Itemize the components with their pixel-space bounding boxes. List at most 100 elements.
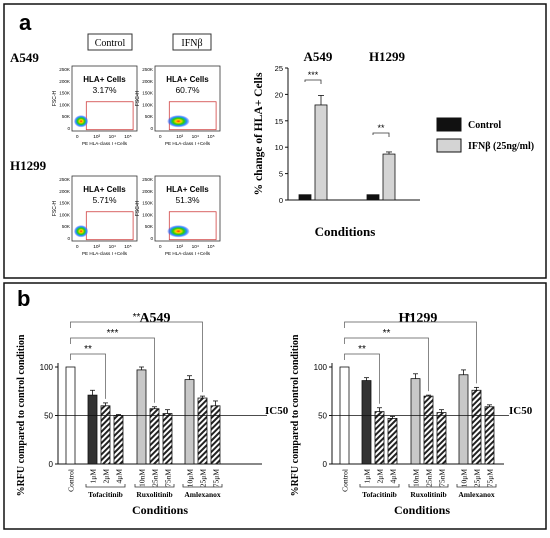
category-label: 1μM <box>89 469 98 484</box>
significance-label: ** <box>84 344 92 355</box>
flow-plot-value: 51.3% <box>175 195 200 205</box>
category-label: 75nM <box>164 469 173 487</box>
category-label: 4μM <box>389 469 398 484</box>
significance-bracket <box>70 321 203 393</box>
flow-y-tick: 250K <box>142 67 154 72</box>
bar-6 <box>149 408 160 465</box>
bar-6 <box>423 395 434 465</box>
panel-a-frame <box>3 3 547 279</box>
category-label: 10μM <box>460 469 469 488</box>
gate-rect <box>85 101 134 131</box>
bar-3 <box>100 405 111 465</box>
flow-plot-title: HLA+ Cells <box>83 75 126 84</box>
significance-bracket <box>372 132 390 137</box>
bar-7 <box>162 413 173 465</box>
category-label: 10nM <box>412 469 421 487</box>
flow-y-tick: 50K <box>145 224 154 229</box>
flow-y-tick: 200K <box>59 79 71 84</box>
bar-4 <box>113 415 124 465</box>
flow-y-tick: 150K <box>59 201 71 206</box>
group-label: Ruxolitinib <box>136 490 172 499</box>
legend-swatch-control <box>436 117 462 132</box>
panel-a-letter: a <box>19 10 32 35</box>
y-tick-label: 100 <box>40 363 54 372</box>
category-label: 1μM <box>363 469 372 484</box>
flow-x-tick: 10⁴ <box>109 244 116 250</box>
category-label: 25μM <box>473 469 482 488</box>
category-label: 25nM <box>425 469 434 487</box>
flow-y-tick: 0 <box>150 126 153 131</box>
significance-label: ** <box>133 312 141 323</box>
legend-label-ifnb: IFNβ (25ng/ml) <box>468 141 534 152</box>
bar-ifnβ-h1299 <box>382 153 396 201</box>
category-label: 10nM <box>138 469 147 487</box>
flow-x-tick: 10⁵ <box>207 244 214 250</box>
category-label: Control <box>341 469 350 492</box>
y-axis-label: %RFU compared to control condition <box>290 334 301 496</box>
bar-control-h1299 <box>366 194 380 201</box>
significance-label: ** <box>358 344 366 355</box>
group-label: Amlexanox <box>458 490 494 499</box>
group-bracket <box>85 484 126 488</box>
panel-b-frame <box>3 282 547 530</box>
flow-y-tick: 250K <box>59 177 71 182</box>
chart-a-y-tick-label: 20 <box>275 90 283 99</box>
gate-rect <box>85 211 134 241</box>
category-label: 25μM <box>199 469 208 488</box>
chart-b-h1299-xlabel: Conditions <box>394 503 450 517</box>
flow-x-tick: 10³ <box>176 134 183 140</box>
y-axis-label: %RFU compared to control condition <box>16 334 27 496</box>
significance-label: ** <box>407 312 415 323</box>
flow-y-tick: 50K <box>145 114 154 119</box>
flow-y-tick: 200K <box>142 79 154 84</box>
group-label: Tofacitinib <box>88 490 123 499</box>
chart-b-h1299-title: H1299 <box>399 311 438 326</box>
flow-y-axis-label: FSC-H <box>52 90 58 106</box>
panel-b-letter: b <box>17 286 30 311</box>
significance-bracket <box>344 321 477 384</box>
category-label: 75μM <box>486 469 495 488</box>
bar-4 <box>387 418 398 465</box>
bar-5 <box>136 369 147 465</box>
significance-bracket <box>344 337 429 392</box>
bar-8 <box>184 379 195 465</box>
gate-rect <box>168 101 217 131</box>
significance-bracket <box>70 353 106 399</box>
significance-label: ** <box>377 123 385 133</box>
bar-2 <box>361 380 372 465</box>
flow-y-tick: 50K <box>62 114 71 119</box>
y-tick-label: 0 <box>49 460 54 469</box>
chart-b-a549-xlabel: Conditions <box>132 503 188 517</box>
chart-a-y-tick-label: 5 <box>279 170 283 179</box>
cell-population <box>167 225 190 238</box>
legend: Control IFNβ (25ng/ml) <box>436 117 534 153</box>
chart-b-h1299-threshold-label: IC50 <box>509 405 533 417</box>
flow-x-tick: 10⁵ <box>207 134 214 140</box>
column-label-ifnb: IFNβ <box>181 38 202 49</box>
chart-a-y-tick-label: 0 <box>279 196 283 205</box>
bar-7 <box>436 412 447 465</box>
group-bracket <box>134 484 175 488</box>
flow-x-tick: 10³ <box>93 244 100 250</box>
significance-bracket <box>70 337 155 403</box>
y-tick-label: 0 <box>323 460 328 469</box>
group-label: Ruxolitinib <box>410 490 446 499</box>
flow-y-tick: 0 <box>67 236 70 241</box>
category-label: 2μM <box>376 469 385 484</box>
category-label: 75nM <box>438 469 447 487</box>
significance-label: *** <box>308 70 319 80</box>
category-label: Control <box>67 469 76 492</box>
flow-y-tick: 150K <box>142 91 154 96</box>
flow-x-tick: 10⁴ <box>109 134 116 140</box>
category-label: 75μM <box>212 469 221 488</box>
flow-y-tick: 200K <box>59 189 71 194</box>
category-label: 25nM <box>151 469 160 487</box>
row-label-h1299: H1299 <box>10 158 47 173</box>
flow-x-tick: 0 <box>76 134 79 140</box>
flow-x-tick: 10⁴ <box>192 134 199 140</box>
chart-a-xlabel: Conditions <box>315 224 376 239</box>
